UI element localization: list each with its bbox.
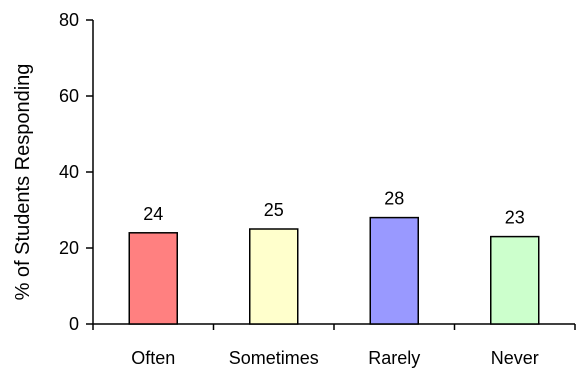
x-category-label: Often (131, 348, 175, 368)
y-axis-title: % of Students Responding (12, 64, 34, 301)
bar-often (128, 232, 178, 325)
x-category-label: Rarely (368, 348, 420, 368)
bars (128, 216, 540, 325)
data-label: 25 (264, 200, 284, 220)
bar-never (490, 235, 540, 325)
y-tick-label: 80 (59, 10, 79, 30)
y-tick-label: 40 (59, 162, 79, 182)
y-tick-label: 60 (59, 86, 79, 106)
y-tick-label: 0 (69, 314, 79, 334)
x-category-label: Never (491, 348, 539, 368)
data-label: 23 (505, 208, 525, 228)
data-labels: 24 25 28 23 (143, 189, 525, 228)
bar-rarely (369, 216, 419, 325)
x-axis: Often Sometimes Rarely Never (92, 323, 576, 368)
data-label: 28 (384, 189, 404, 209)
x-category-label: Sometimes (229, 348, 319, 368)
y-axis: 0 20 40 60 80 (59, 10, 94, 334)
bar-sometimes (249, 228, 299, 325)
y-tick-label: 20 (59, 238, 79, 258)
data-label: 24 (143, 204, 163, 224)
